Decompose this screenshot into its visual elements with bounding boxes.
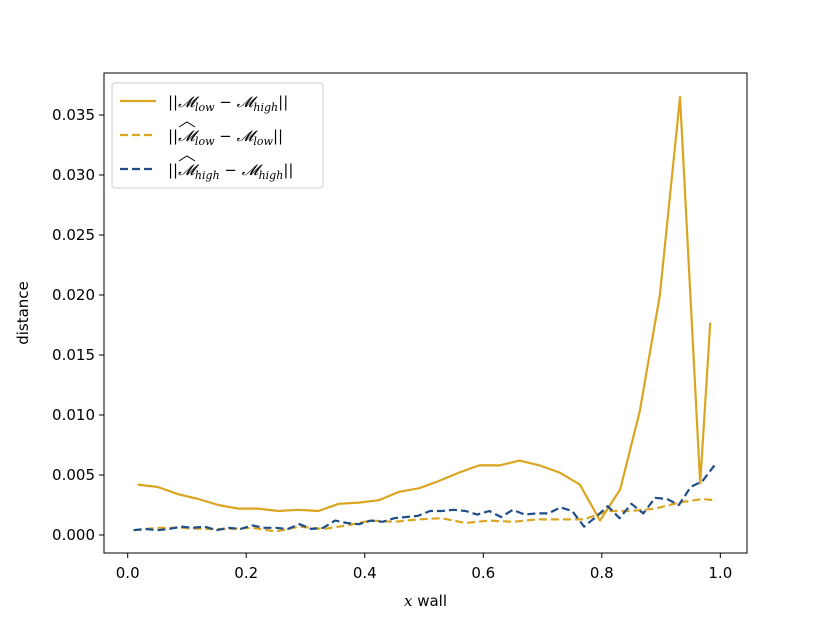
legend-entry-1: ||𝓜low − 𝓜high||: [168, 93, 288, 114]
x-tick-label: 0.8: [590, 564, 614, 582]
x-tick-label: 0.0: [116, 564, 140, 582]
x-axis-label-rest: wall: [412, 592, 447, 610]
series-line-3: [133, 464, 716, 532]
y-axis-label: distance: [14, 281, 32, 345]
legend-hat-3: [178, 155, 196, 162]
legend-entry-3: ||𝓜high − 𝓜high||: [168, 161, 293, 182]
plot-frame: [103, 72, 748, 554]
x-axis-label: x wall: [404, 592, 447, 610]
series-line-1: [137, 95, 712, 522]
x-tick-label: 0.6: [471, 564, 495, 582]
y-tick-label: 0.005: [52, 466, 95, 484]
y-tick-label: 0.030: [52, 166, 95, 184]
x-tick-label: 0.4: [353, 564, 377, 582]
x-tick-label: 0.2: [234, 564, 258, 582]
y-tick-label: 0.015: [52, 346, 95, 364]
x-tick-label: 1.0: [708, 564, 732, 582]
legend-entry-2: ||𝓜low − 𝓜low||: [168, 127, 283, 148]
series-layer: [133, 95, 716, 533]
legend-hat-2: [178, 121, 196, 128]
legend: ||𝓜low − 𝓜high|| ||𝓜low − 𝓜low|| ||𝓜high −…: [111, 82, 324, 189]
y-axis: 0.000 0.005 0.010 0.015 0.020 0.025 0.030 0.035: [52, 106, 104, 544]
y-tick-label: 0.010: [52, 406, 95, 424]
y-tick-label: 0.035: [52, 106, 95, 124]
y-tick-label: 0.000: [52, 526, 95, 544]
x-axis: 0.0 0.2 0.4 0.6 0.8 1.0: [116, 553, 732, 582]
y-tick-label: 0.020: [52, 286, 95, 304]
legend-box: [111, 82, 324, 189]
y-tick-label: 0.025: [52, 226, 95, 244]
x-axis-label-var: x: [404, 592, 413, 610]
